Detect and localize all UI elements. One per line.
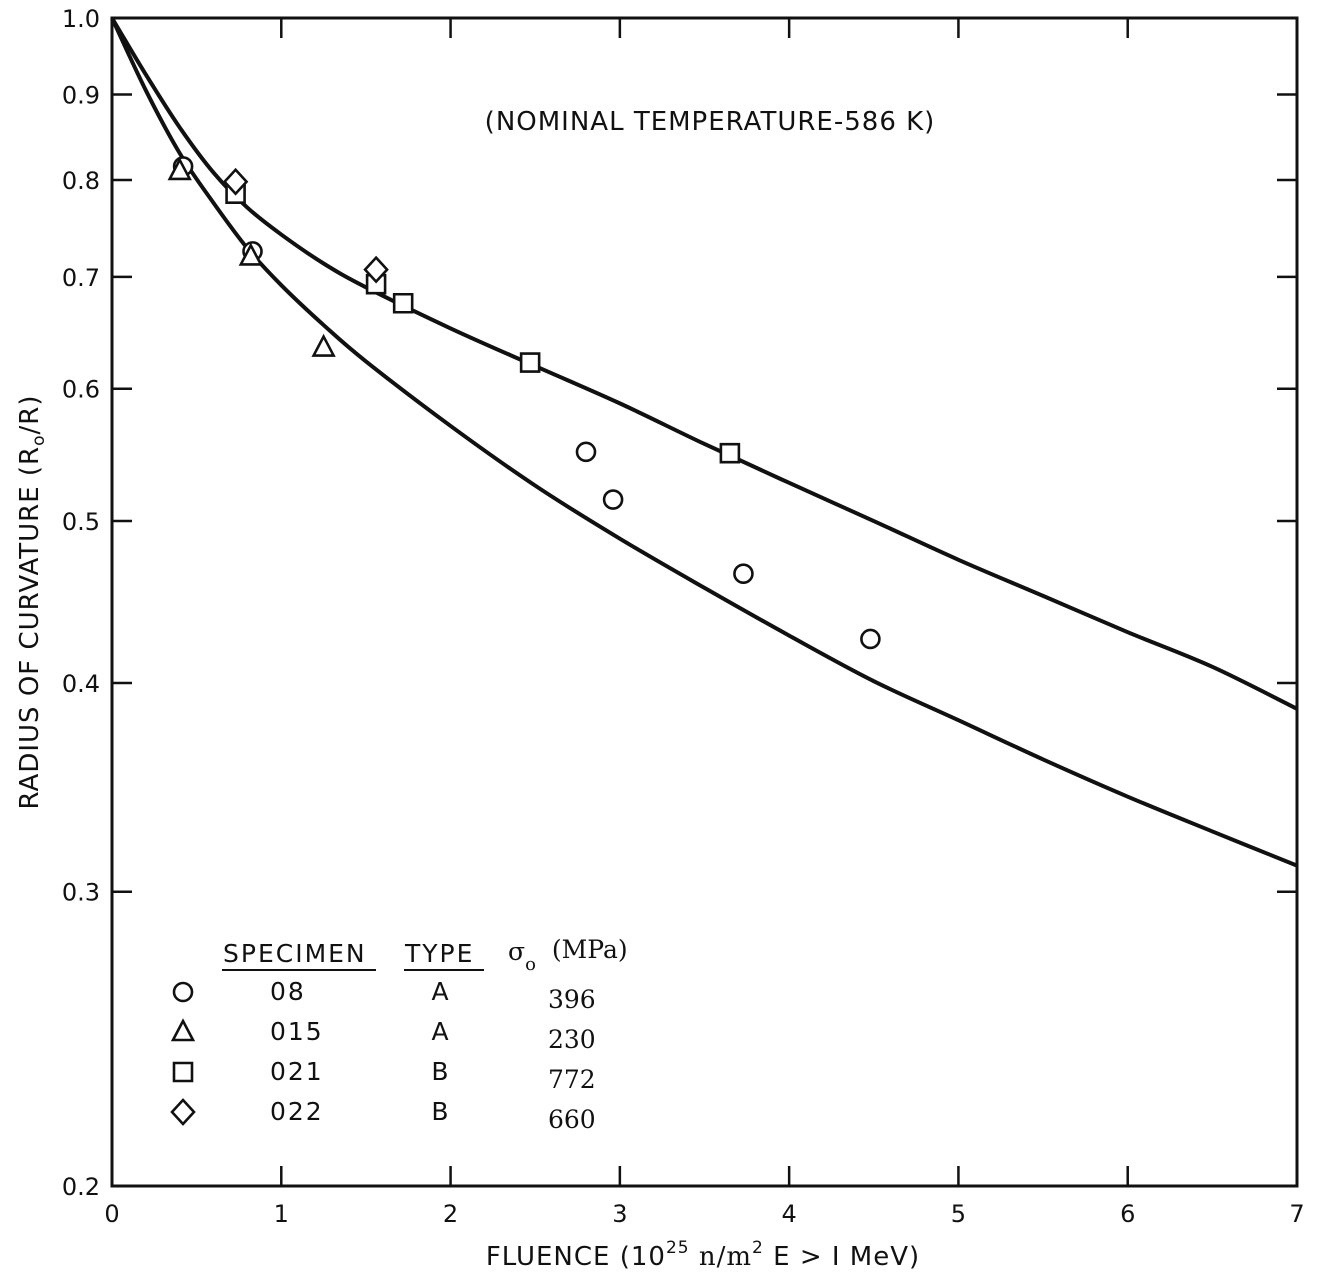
legend: SPECIMEN TYPE σo (MPa) 08 A 396 015 A 230 021 B 7… (170, 935, 628, 1134)
legend-header-sigma-symbol: σ (508, 937, 525, 966)
x-axis-title-sup2: 2 (752, 1238, 764, 1258)
x-tick-label: 4 (782, 1200, 797, 1228)
circle-marker (733, 563, 754, 584)
legend-type: A (431, 977, 450, 1006)
circle-marker (602, 489, 624, 510)
y-tick-label: 0.7 (62, 264, 100, 292)
legend-rows: 08 A 396 015 A 230 021 B 772 022 B 660 (170, 977, 596, 1134)
y-tick-label: 0.6 (62, 376, 100, 404)
legend-stress: 772 (548, 1065, 596, 1094)
plot-frame (110, 16, 1299, 1188)
legend-specimen: 021 (270, 1057, 324, 1086)
legend-specimen: 08 (270, 977, 306, 1006)
legend-specimen: 015 (270, 1017, 324, 1046)
y-tick-label: 0.8 (62, 167, 100, 195)
triangle-marker (167, 157, 192, 181)
square-marker (719, 442, 741, 464)
circle-marker (575, 441, 597, 463)
data-markers (167, 156, 881, 650)
circle-marker (860, 628, 881, 650)
fit-curve (110, 17, 1298, 868)
x-tick-label: 5 (951, 1200, 966, 1228)
diamond-marker (363, 255, 389, 284)
y-axis-title: RADIUS OF CURVATURE (Ro/R) (15, 395, 49, 810)
x-axis-title-sup: 25 (666, 1238, 690, 1258)
square-marker (392, 292, 414, 314)
legend-type: B (431, 1057, 450, 1086)
y-tick-label: 0.5 (62, 508, 100, 536)
annotation: (NOMINAL TEMPERATURE-586 K) (485, 107, 936, 137)
legend-type: A (431, 1017, 450, 1046)
x-tick-label: 1 (274, 1200, 289, 1228)
legend-header-specimen: SPECIMEN (223, 939, 367, 968)
y-axis-title-sub: o (29, 434, 49, 445)
x-tick-label: 6 (1120, 1200, 1135, 1228)
fit-curves (110, 16, 1298, 868)
y-axis-title-prefix: RADIUS OF CURVATURE (R (15, 446, 45, 810)
x-tick-label: 7 (1289, 1200, 1304, 1228)
y-tick-label: 0.4 (62, 670, 100, 698)
x-axis-title-suffix: E > I MeV) (764, 1242, 920, 1272)
square-marker (519, 352, 541, 373)
y-axis-title-suffix: /R) (15, 395, 45, 435)
legend-specimen: 022 (270, 1097, 324, 1126)
legend-diamond-icon (170, 1098, 196, 1126)
x-tick-label: 2 (443, 1200, 458, 1228)
y-tick-label: 1.0 (62, 5, 100, 33)
legend-stress: 396 (548, 985, 596, 1014)
legend-circle-icon (172, 981, 194, 1003)
legend-square-icon (172, 1061, 194, 1083)
legend-stress: 660 (548, 1105, 596, 1134)
legend-header-sigma: σo (MPa) (508, 935, 628, 975)
legend-stress: 230 (548, 1025, 596, 1054)
x-tick-label: 0 (104, 1200, 119, 1228)
fit-curve (110, 16, 1298, 711)
y-tick-label: 0.9 (62, 81, 100, 109)
legend-type: B (431, 1097, 450, 1126)
axis-ticks: 0 1 2 3 4 5 6 7 0.2 0.3 0.4 0.5 0.6 0.7 0.8 0.9 1.0 (62, 5, 1305, 1228)
legend-header-units: (MPa) (552, 935, 628, 964)
x-axis-title-prefix: FLUENCE (10 (486, 1242, 666, 1272)
triangle-marker (311, 333, 336, 357)
legend-triangle-icon (170, 1018, 196, 1042)
legend-header-type: TYPE (404, 939, 474, 968)
legend-header-sigma-sub: o (525, 954, 536, 975)
y-tick-label: 0.3 (62, 879, 100, 907)
x-tick-label: 3 (612, 1200, 627, 1228)
y-tick-label: 0.2 (62, 1173, 100, 1201)
triangle-marker (238, 242, 263, 266)
x-axis-title-units: n/m (690, 1242, 752, 1272)
diamond-marker (222, 167, 249, 196)
x-axis-title: FLUENCE (1025 n/m2 E > I MeV) (486, 1238, 920, 1272)
